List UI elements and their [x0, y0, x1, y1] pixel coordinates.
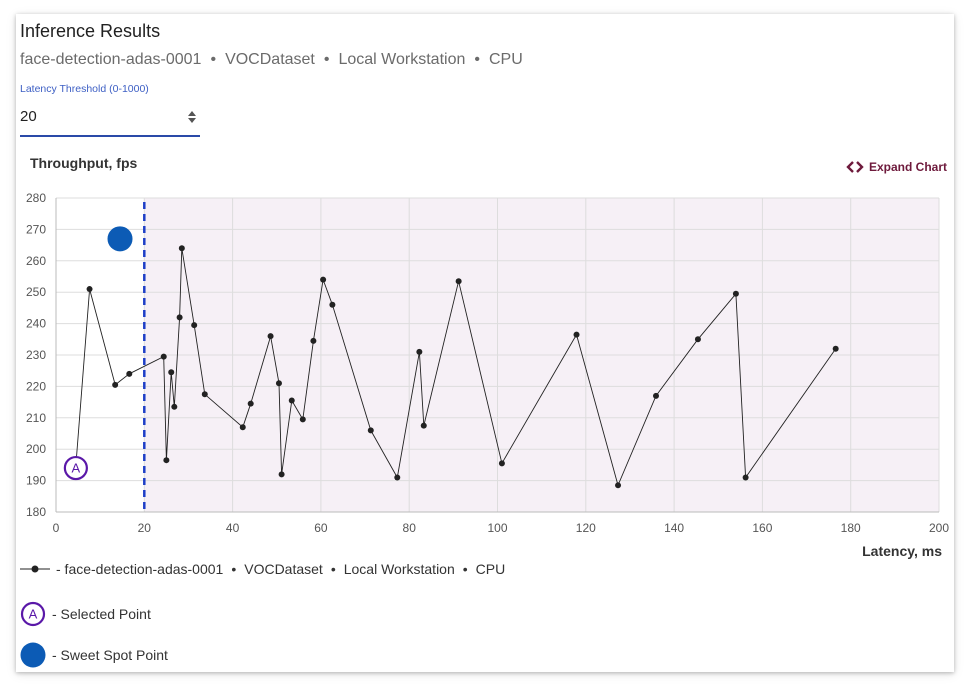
data-point [832, 345, 839, 352]
x-tick-label: 120 [576, 521, 596, 535]
data-point [694, 336, 701, 343]
data-point [498, 460, 505, 467]
legend-sweet-spot: - Sweet Spot Point [20, 642, 168, 668]
y-tick-label: 270 [26, 222, 46, 236]
data-point [394, 474, 401, 481]
data-point [310, 337, 317, 344]
x-tick-label: 180 [841, 521, 861, 535]
data-point [239, 424, 246, 431]
data-point [176, 314, 183, 321]
data-point [267, 333, 274, 340]
data-point [112, 381, 119, 388]
x-tick-label: 160 [752, 521, 772, 535]
data-point [615, 482, 622, 489]
legend-selected-point: A - Selected Point [20, 601, 151, 627]
code-brackets-icon [846, 161, 864, 173]
data-point [329, 301, 336, 308]
x-tick-label: 100 [487, 521, 507, 535]
legend-selected-label: - Selected Point [52, 606, 151, 622]
data-point [168, 369, 175, 376]
legend-series-dataset: VOCDataset [244, 561, 323, 577]
dataset-name: VOCDataset [225, 51, 315, 68]
y-tick-label: 280 [26, 191, 46, 205]
data-point [171, 403, 178, 410]
separator: • [330, 561, 336, 577]
selected-point [63, 455, 88, 481]
latency-threshold-field[interactable] [20, 105, 200, 137]
x-tick-label: 20 [138, 521, 152, 535]
data-point [732, 290, 739, 297]
x-tick-label: 40 [226, 521, 240, 535]
data-point [455, 278, 462, 285]
y-tick-label: 190 [26, 474, 46, 488]
data-point [160, 353, 167, 360]
x-tick-label: 80 [403, 521, 417, 535]
y-tick-label: 260 [26, 254, 46, 268]
x-tick-label: 60 [314, 521, 328, 535]
selected-marker-letter: A [29, 607, 38, 622]
series-line-marker-icon [20, 565, 50, 573]
number-stepper-icon[interactable] [188, 111, 196, 123]
data-point [178, 245, 185, 252]
device-name: CPU [488, 51, 523, 68]
inference-results-panel: Inference Results face-detection-adas-00… [16, 14, 954, 672]
data-point [163, 457, 170, 464]
data-point [288, 397, 295, 404]
data-point [652, 392, 659, 399]
y-axis-title: Throughput, fps [30, 155, 138, 171]
x-tick-label: 200 [929, 521, 949, 535]
y-tick-label: 250 [26, 285, 46, 299]
separator: • [462, 561, 468, 577]
data-point [278, 471, 285, 478]
data-point [299, 416, 306, 423]
y-tick-label: 220 [26, 379, 46, 393]
separator: • [474, 51, 480, 68]
page-title: Inference Results [20, 21, 161, 41]
expand-chart-label: Expand Chart [869, 160, 948, 174]
y-tick-label: 180 [26, 505, 46, 519]
latency-threshold-label: Latency Threshold (0-1000) [20, 83, 149, 95]
data-point [367, 427, 374, 434]
target-name: Local Workstation [338, 51, 466, 68]
selected-point-marker-icon: A [20, 601, 46, 627]
model-name: face-detection-adas-0001 [20, 51, 202, 68]
project-subtitle: face-detection-adas-0001 • VOCDataset • Loca… [20, 51, 523, 69]
data-point [126, 370, 133, 377]
legend-series-target: Local Workstation [343, 561, 455, 577]
separator: • [210, 51, 217, 68]
data-point [573, 331, 580, 338]
sweet-spot-point [107, 226, 133, 252]
legend-sweet-spot-label: - Sweet Spot Point [52, 647, 168, 663]
latency-threshold-input[interactable] [20, 108, 170, 125]
x-tick-label: 0 [53, 521, 60, 535]
data-point [420, 422, 427, 429]
separator: • [231, 561, 237, 577]
data-point [86, 286, 93, 293]
y-tick-label: 200 [26, 442, 46, 456]
y-tick-label: 210 [26, 411, 46, 425]
x-tick-label: 140 [664, 521, 684, 535]
data-point [247, 400, 254, 407]
y-tick-label: 240 [26, 317, 46, 331]
separator: • [323, 51, 330, 68]
selected-point-label: A [72, 461, 81, 476]
expand-chart-button[interactable]: Expand Chart [846, 160, 947, 174]
y-tick-label: 230 [26, 348, 46, 362]
data-point [742, 474, 749, 481]
data-point [416, 348, 423, 355]
throughput-latency-chart: 0 20 40 60 80 100 120 140 160 180 200 180 190 200 210 2… [26, 191, 949, 559]
data-point [191, 322, 198, 329]
legend-series-device: CPU [475, 561, 506, 577]
x-axis-title: Latency, ms [862, 543, 942, 559]
legend-series-model: - face-detection-adas-0001 [56, 561, 224, 577]
legend-series: - face-detection-adas-0001 • VOCDataset • Lo… [20, 561, 505, 577]
sweet-spot-marker-icon [20, 642, 46, 668]
data-point [320, 276, 327, 283]
data-point [201, 391, 208, 398]
data-point [275, 380, 282, 387]
